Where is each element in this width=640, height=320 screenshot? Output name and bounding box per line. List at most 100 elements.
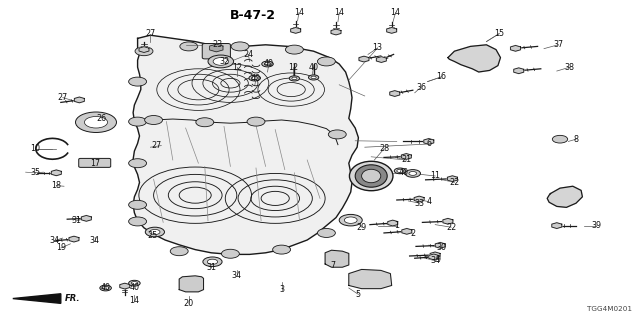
Text: 15: 15 (494, 29, 504, 38)
Circle shape (311, 76, 316, 79)
Text: 40: 40 (398, 168, 408, 177)
Polygon shape (179, 276, 204, 292)
Text: 40: 40 (129, 284, 140, 292)
Text: 34: 34 (430, 256, 440, 265)
Polygon shape (388, 220, 397, 226)
Text: 27: 27 (58, 93, 68, 102)
Polygon shape (325, 250, 349, 267)
Polygon shape (511, 45, 520, 51)
Polygon shape (376, 57, 387, 62)
Text: 12: 12 (288, 63, 298, 72)
Polygon shape (547, 186, 582, 207)
Text: 18: 18 (51, 181, 61, 190)
Text: 14: 14 (294, 8, 304, 17)
Circle shape (208, 55, 234, 68)
Text: 14: 14 (129, 296, 140, 305)
Polygon shape (291, 28, 301, 33)
Text: B-47-2: B-47-2 (230, 9, 276, 22)
Circle shape (285, 45, 303, 54)
Circle shape (203, 257, 222, 267)
Circle shape (292, 77, 297, 80)
Text: 16: 16 (436, 72, 447, 81)
Circle shape (409, 172, 417, 175)
Circle shape (129, 159, 147, 168)
FancyBboxPatch shape (79, 158, 111, 167)
Circle shape (145, 116, 163, 124)
Text: 24: 24 (243, 50, 253, 59)
Text: 14: 14 (334, 8, 344, 17)
Text: 39: 39 (591, 221, 602, 230)
Text: TGG4M0201: TGG4M0201 (588, 306, 632, 312)
Text: 7: 7 (330, 261, 335, 270)
Circle shape (135, 47, 153, 56)
Circle shape (317, 228, 335, 237)
Polygon shape (401, 154, 412, 159)
Text: 25: 25 (147, 231, 157, 240)
Text: 1: 1 (394, 221, 399, 230)
Text: 40: 40 (264, 60, 274, 68)
Polygon shape (402, 228, 412, 234)
Polygon shape (443, 219, 453, 224)
Polygon shape (448, 45, 500, 72)
Text: 29: 29 (356, 223, 367, 232)
Circle shape (100, 285, 111, 291)
Circle shape (170, 247, 188, 256)
Text: 32: 32 (219, 57, 229, 66)
Circle shape (289, 76, 300, 81)
Text: 2: 2 (410, 229, 415, 238)
Polygon shape (210, 44, 223, 52)
Circle shape (397, 169, 403, 172)
Polygon shape (133, 35, 358, 254)
Polygon shape (414, 196, 424, 202)
Polygon shape (387, 28, 397, 33)
Circle shape (150, 229, 160, 235)
Text: 28: 28 (379, 144, 389, 153)
Text: 17: 17 (90, 159, 100, 168)
Text: 35: 35 (30, 168, 40, 177)
Circle shape (129, 280, 140, 286)
Text: 27: 27 (152, 141, 162, 150)
Circle shape (262, 61, 273, 67)
Text: 9: 9 (436, 255, 441, 264)
Circle shape (129, 217, 147, 226)
Circle shape (249, 75, 260, 81)
Polygon shape (359, 56, 369, 62)
Circle shape (221, 249, 239, 258)
Text: 6: 6 (426, 140, 431, 148)
Text: 13: 13 (372, 44, 383, 52)
Circle shape (317, 57, 335, 66)
Polygon shape (139, 47, 149, 52)
Text: 12: 12 (232, 63, 242, 72)
Polygon shape (430, 252, 440, 258)
Ellipse shape (362, 169, 381, 183)
Circle shape (308, 75, 319, 80)
Text: 40: 40 (100, 284, 111, 292)
Circle shape (196, 118, 214, 127)
Text: 38: 38 (564, 63, 575, 72)
Polygon shape (435, 243, 445, 248)
Circle shape (102, 286, 109, 290)
Circle shape (180, 42, 198, 51)
Circle shape (344, 217, 357, 223)
Text: 31: 31 (206, 263, 216, 272)
Circle shape (264, 62, 271, 66)
Polygon shape (74, 97, 84, 103)
Circle shape (84, 116, 108, 128)
Text: 31: 31 (72, 216, 82, 225)
Text: 14: 14 (390, 8, 401, 17)
Polygon shape (447, 176, 458, 181)
Text: 8: 8 (573, 135, 579, 144)
Text: 23: 23 (212, 40, 223, 49)
Circle shape (145, 227, 164, 237)
Text: 40: 40 (251, 74, 261, 83)
Text: 21: 21 (401, 156, 412, 164)
Text: 26: 26 (96, 114, 106, 123)
Circle shape (252, 76, 258, 80)
Text: 34: 34 (49, 236, 60, 245)
Text: 30: 30 (436, 244, 447, 252)
Circle shape (213, 58, 228, 65)
Circle shape (129, 200, 147, 209)
Polygon shape (424, 139, 434, 144)
Polygon shape (51, 170, 61, 176)
Text: 34: 34 (232, 271, 242, 280)
